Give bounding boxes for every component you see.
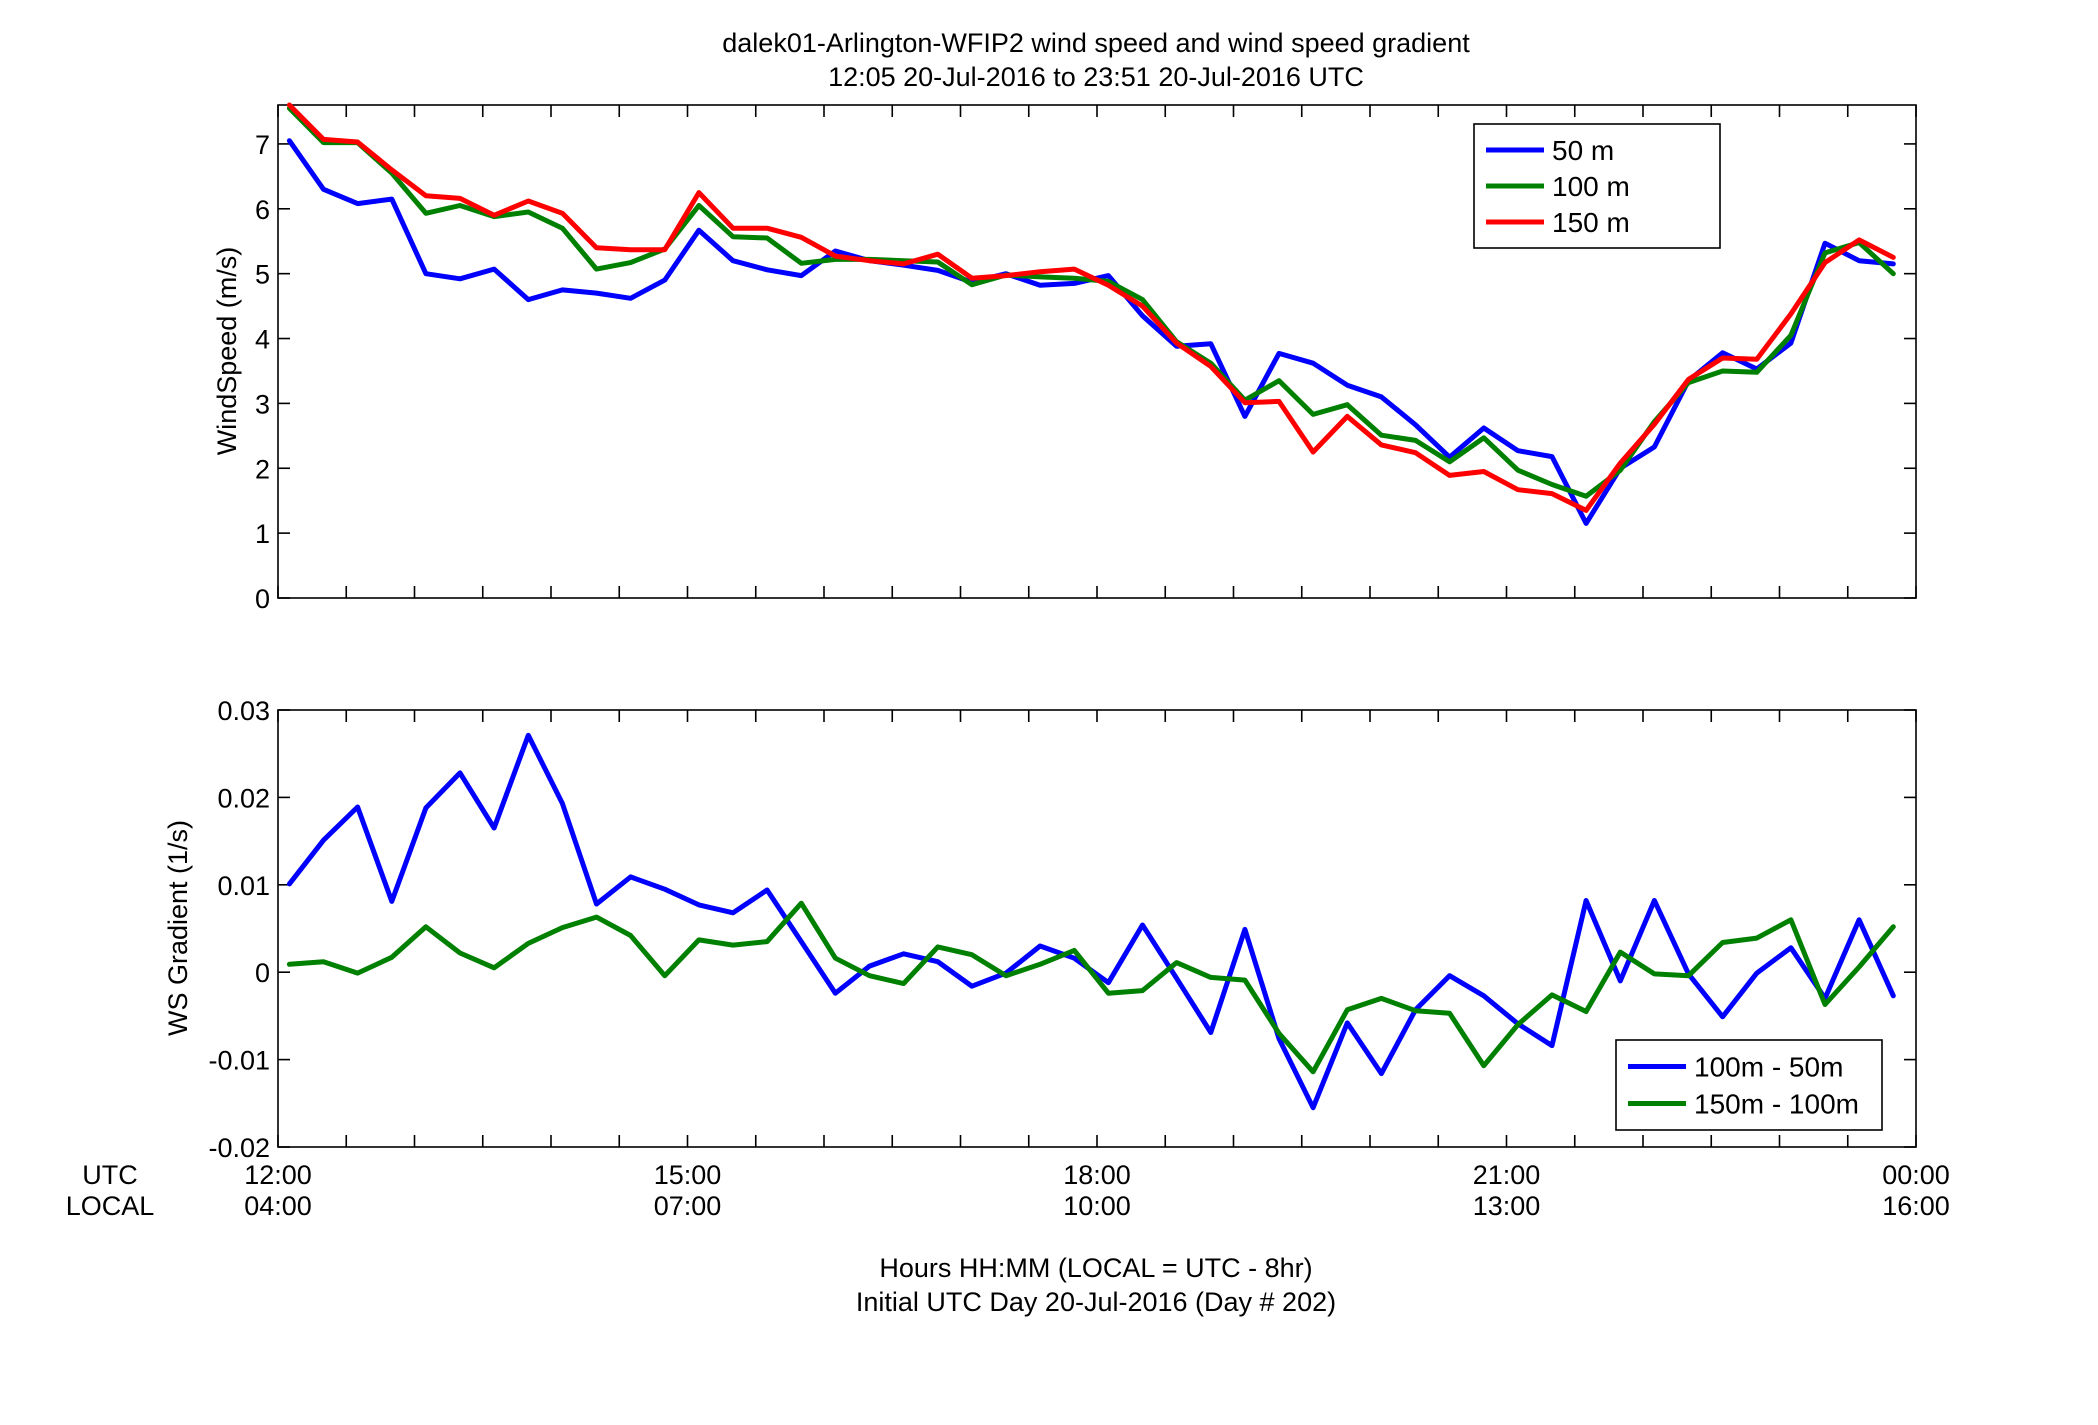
x-tick-label-local: 13:00 bbox=[1473, 1191, 1541, 1221]
chart-title-line2: 12:05 20-Jul-2016 to 23:51 20-Jul-2016 U… bbox=[828, 62, 1364, 92]
x-tick-label-utc: 00:00 bbox=[1882, 1160, 1950, 1190]
x-tick-label-utc: 12:00 bbox=[244, 1160, 312, 1190]
x-tick-label-utc: 21:00 bbox=[1473, 1160, 1541, 1190]
y-tick-label: 3 bbox=[255, 389, 270, 419]
x-tick-label-local: 10:00 bbox=[1063, 1191, 1131, 1221]
chart-title-line1: dalek01-Arlington-WFIP2 wind speed and w… bbox=[722, 28, 1470, 58]
y-tick-label: 5 bbox=[255, 260, 270, 290]
legend-entry-label: 150m - 100m bbox=[1694, 1089, 1859, 1120]
x-axis-caption-line2: Initial UTC Day 20-Jul-2016 (Day # 202) bbox=[856, 1287, 1336, 1317]
y-tick-label: 0 bbox=[255, 958, 270, 988]
gradient-x-ticks bbox=[277, 710, 1917, 1147]
y-tick-label: 0 bbox=[255, 584, 270, 614]
local-row-label: LOCAL bbox=[66, 1191, 155, 1221]
y-tick-label: 0.02 bbox=[217, 783, 270, 813]
y-tick-label: 7 bbox=[255, 130, 270, 160]
y-tick-label: -0.02 bbox=[208, 1133, 270, 1163]
legend-entry-label: 150 m bbox=[1552, 207, 1630, 238]
windspeed-series bbox=[286, 102, 1896, 526]
windspeed-x-ticks bbox=[277, 105, 1917, 598]
y-tick-label: 1 bbox=[255, 519, 270, 549]
x-tick-label-utc: 18:00 bbox=[1063, 1160, 1131, 1190]
legend-entry-label: 100m - 50m bbox=[1694, 1052, 1843, 1083]
windspeed-y-ticks: 0 1 2 3 4 5 6 7 bbox=[255, 130, 1916, 614]
gradient-panel: -0.02 -0.01 0 0.01 0.02 0.03 WS Gradient (1/s… bbox=[163, 696, 1917, 1163]
gradient-series bbox=[286, 732, 1896, 1111]
x-tick-label-local: 04:00 bbox=[244, 1191, 312, 1221]
gradient-y-axis-label: WS Gradient (1/s) bbox=[163, 820, 193, 1036]
y-tick-label: 4 bbox=[255, 325, 270, 355]
y-tick-label: -0.01 bbox=[208, 1046, 270, 1076]
y-tick-label: 2 bbox=[255, 454, 270, 484]
legend-box bbox=[1615, 1039, 1883, 1131]
gradient-legend: 100m - 50m 150m - 100m bbox=[1615, 1039, 1883, 1131]
x-axis-caption-line1: Hours HH:MM (LOCAL = UTC - 8hr) bbox=[879, 1253, 1312, 1283]
x-tick-label-local: 16:00 bbox=[1882, 1191, 1950, 1221]
series-line-150-m bbox=[286, 102, 1896, 513]
x-tick-label-utc: 15:00 bbox=[654, 1160, 722, 1190]
legend-entry-label: 50 m bbox=[1552, 135, 1614, 166]
x-tick-label-local: 07:00 bbox=[654, 1191, 722, 1221]
windspeed-legend: 50 m 100 m 150 m bbox=[1473, 123, 1721, 249]
gradient-y-ticks: -0.02 -0.01 0 0.01 0.02 0.03 bbox=[208, 696, 1916, 1163]
y-tick-label: 0.03 bbox=[217, 696, 270, 726]
series-line-150m-100m bbox=[286, 900, 1896, 1075]
windspeed-y-axis-label: WindSpeed (m/s) bbox=[212, 247, 242, 456]
y-tick-label: 0.01 bbox=[217, 871, 270, 901]
legend-entry-label: 100 m bbox=[1552, 171, 1630, 202]
y-tick-label: 6 bbox=[255, 195, 270, 225]
windspeed-panel: 0 1 2 3 4 5 6 7 WindSpeed (m/s) 50 m 100 m 150 m bbox=[212, 102, 1917, 614]
utc-row-label: UTC bbox=[82, 1160, 138, 1190]
